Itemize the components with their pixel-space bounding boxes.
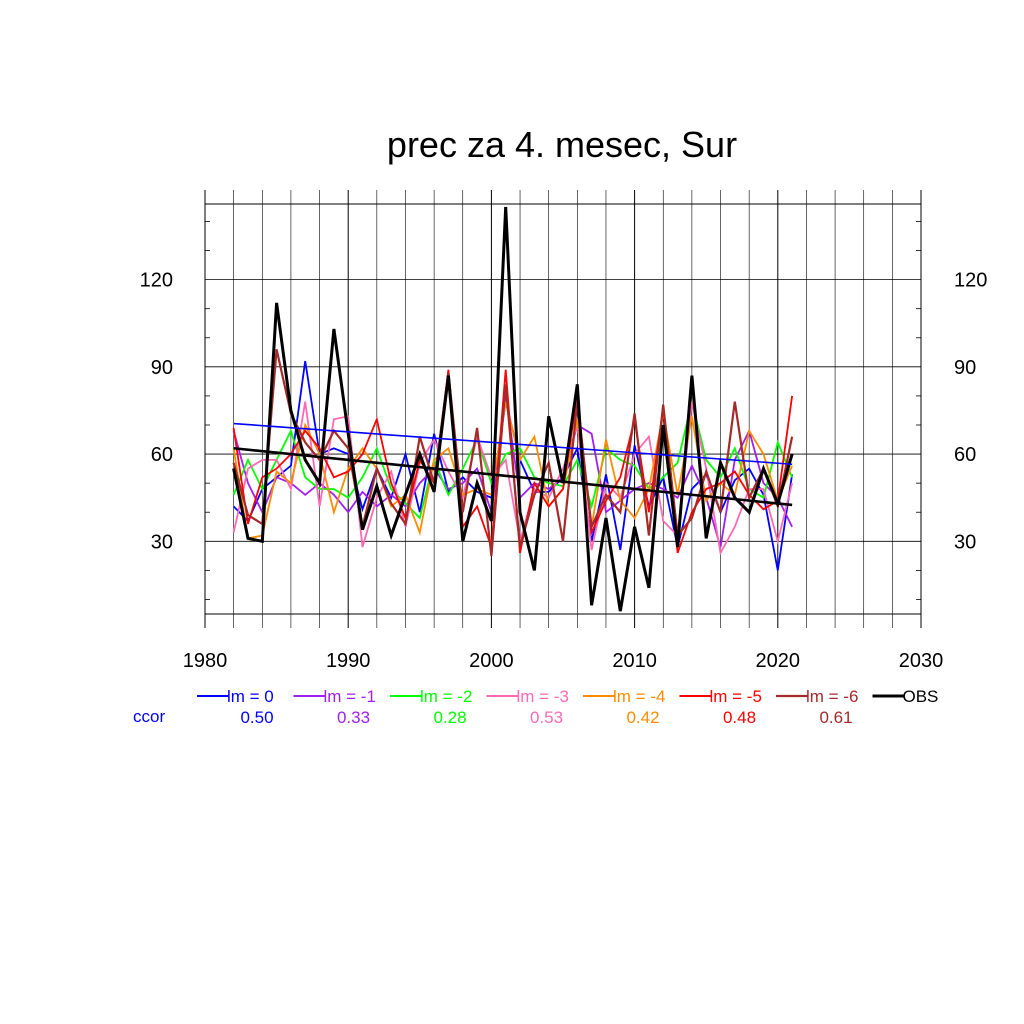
y-tick-label-left: 120 [140, 270, 173, 292]
ccor-label: ccor [133, 707, 165, 726]
x-tick-label: 2030 [899, 650, 944, 672]
legend-label-7: OBS [903, 687, 939, 706]
x-tick-label: 2010 [612, 650, 657, 672]
y-tick-label-right: 60 [954, 444, 976, 466]
axes: 1980 1990 2000 2010 2020 2030 30 30 60 60 90 90 120 1… [140, 203, 987, 672]
legend-label-6: lm = -6 [806, 687, 858, 706]
y-tick-label-left: 30 [151, 531, 173, 553]
ccor-value-1: 0.33 [337, 708, 370, 727]
legend-label-1: lm = -1 [324, 687, 376, 706]
ccor-value-5: 0.48 [723, 708, 756, 727]
series-line-7 [232, 206, 794, 612]
legend-label-3: lm = -3 [517, 687, 569, 706]
y-tick-label-right: 120 [954, 270, 987, 292]
x-tick-label: 1980 [183, 650, 228, 672]
ccor-value-0: 0.50 [240, 708, 273, 727]
ccor-value-2: 0.28 [433, 708, 466, 727]
y-tick-label-left: 60 [151, 444, 173, 466]
y-tick-label-right: 30 [954, 531, 976, 553]
y-tick-label-left: 90 [151, 357, 173, 379]
trend-lines [233, 422, 793, 507]
legend-label-5: lm = -5 [710, 687, 762, 706]
ccor-value-6: 0.61 [819, 708, 852, 727]
chart-title: prec za 4. mesec, Sur [387, 124, 737, 165]
ccor-value-4: 0.42 [626, 708, 659, 727]
x-tick-label: 1990 [326, 650, 371, 672]
trend-line-7 [233, 446, 793, 507]
x-tick-label: 2000 [469, 650, 514, 672]
legend-label-4: lm = -4 [613, 687, 665, 706]
x-tick-label: 2020 [756, 650, 801, 672]
legend-label-2: lm = -2 [420, 687, 472, 706]
legend: ccor lm = 0 0.50 lm = -1 0.33 lm = -2 0.28 lm … [133, 687, 938, 727]
ccor-value-3: 0.53 [530, 708, 563, 727]
y-tick-label-right: 90 [954, 357, 976, 379]
series-lines [232, 206, 794, 612]
trend-line-0 [233, 422, 793, 466]
legend-label-0: lm = 0 [227, 687, 274, 706]
